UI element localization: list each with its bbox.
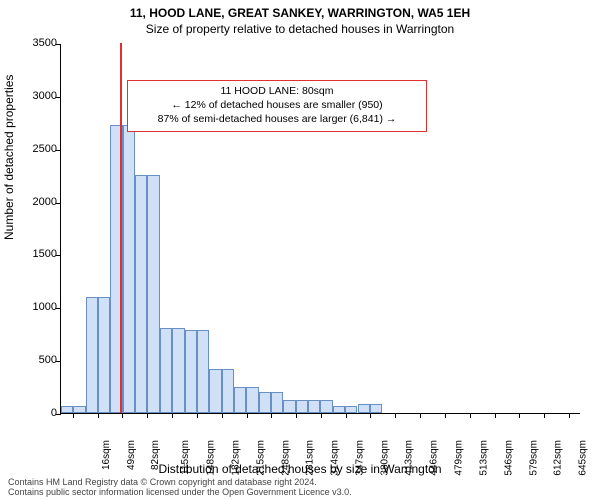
x-tick-mark bbox=[73, 413, 74, 418]
y-tick-label: 500 bbox=[21, 354, 57, 366]
histogram-bar bbox=[308, 400, 320, 413]
chart-title-line1: 11, HOOD LANE, GREAT SANKEY, WARRINGTON,… bbox=[0, 6, 600, 20]
annotation-line2: ← 12% of detached houses are smaller (95… bbox=[136, 98, 418, 112]
histogram-bar bbox=[209, 369, 221, 413]
x-tick-mark bbox=[420, 413, 421, 418]
x-tick-mark bbox=[271, 413, 272, 418]
y-tick-label: 3500 bbox=[21, 37, 57, 49]
histogram-bar bbox=[222, 369, 234, 413]
y-tick-mark bbox=[56, 150, 61, 151]
x-tick-mark bbox=[445, 413, 446, 418]
x-tick-mark bbox=[172, 413, 173, 418]
histogram-bar bbox=[160, 328, 172, 413]
annotation-line3: 87% of semi-detached houses are larger (… bbox=[136, 112, 418, 126]
x-tick-mark bbox=[544, 413, 545, 418]
x-tick-mark bbox=[346, 413, 347, 418]
histogram-bar bbox=[73, 406, 85, 413]
x-tick-mark bbox=[321, 413, 322, 418]
histogram-bar bbox=[234, 387, 246, 413]
x-tick-mark bbox=[495, 413, 496, 418]
footer-line2: Contains public sector information licen… bbox=[8, 488, 352, 498]
histogram-bar bbox=[296, 400, 308, 413]
y-axis-label: Number of detached properties bbox=[2, 75, 16, 240]
annotation-line1: 11 HOOD LANE: 80sqm bbox=[136, 84, 418, 98]
x-tick-mark bbox=[197, 413, 198, 418]
histogram-bar bbox=[358, 404, 370, 414]
y-tick-label: 1500 bbox=[21, 248, 57, 260]
y-tick-mark bbox=[56, 203, 61, 204]
histogram-bar bbox=[333, 406, 345, 413]
histogram-bar bbox=[320, 400, 332, 413]
histogram-bar bbox=[185, 330, 197, 414]
x-tick-mark bbox=[519, 413, 520, 418]
histogram-bar bbox=[123, 125, 135, 413]
y-tick-label: 0 bbox=[21, 407, 57, 419]
x-tick-mark bbox=[247, 413, 248, 418]
property-marker-line bbox=[120, 43, 122, 413]
plot-area: 11 HOOD LANE: 80sqm ← 12% of detached ho… bbox=[60, 44, 580, 414]
x-tick-mark bbox=[470, 413, 471, 418]
histogram-bar bbox=[259, 392, 271, 413]
x-tick-mark bbox=[395, 413, 396, 418]
footer-attribution: Contains HM Land Registry data © Crown c… bbox=[8, 478, 352, 498]
histogram-bar bbox=[98, 297, 110, 413]
x-tick-mark bbox=[569, 413, 570, 418]
chart-container: 11, HOOD LANE, GREAT SANKEY, WARRINGTON,… bbox=[0, 0, 600, 500]
y-tick-mark bbox=[56, 308, 61, 309]
histogram-bar bbox=[246, 387, 258, 413]
x-tick-mark bbox=[296, 413, 297, 418]
histogram-bar bbox=[345, 406, 357, 413]
x-tick-mark bbox=[222, 413, 223, 418]
x-tick-mark bbox=[147, 413, 148, 418]
histogram-bar bbox=[135, 175, 147, 413]
y-tick-mark bbox=[56, 97, 61, 98]
y-tick-label: 1000 bbox=[21, 301, 57, 313]
x-tick-mark bbox=[122, 413, 123, 418]
y-tick-label: 3000 bbox=[21, 90, 57, 102]
y-tick-label: 2500 bbox=[21, 143, 57, 155]
x-tick-mark bbox=[370, 413, 371, 418]
histogram-bar bbox=[172, 328, 184, 413]
y-tick-mark bbox=[56, 361, 61, 362]
histogram-bar bbox=[61, 406, 73, 413]
histogram-bar bbox=[271, 392, 283, 413]
histogram-bar bbox=[147, 175, 159, 413]
y-tick-mark bbox=[56, 255, 61, 256]
x-tick-mark bbox=[98, 413, 99, 418]
histogram-bar bbox=[197, 330, 209, 414]
y-tick-mark bbox=[56, 414, 61, 415]
annotation-box: 11 HOOD LANE: 80sqm ← 12% of detached ho… bbox=[127, 80, 427, 132]
chart-title-line2: Size of property relative to detached ho… bbox=[0, 22, 600, 36]
y-tick-mark bbox=[56, 44, 61, 45]
histogram-bar bbox=[86, 297, 98, 413]
y-tick-label: 2000 bbox=[21, 196, 57, 208]
x-axis-label: Distribution of detached houses by size … bbox=[0, 462, 600, 476]
histogram-bar bbox=[283, 400, 295, 413]
histogram-bar bbox=[370, 404, 382, 414]
